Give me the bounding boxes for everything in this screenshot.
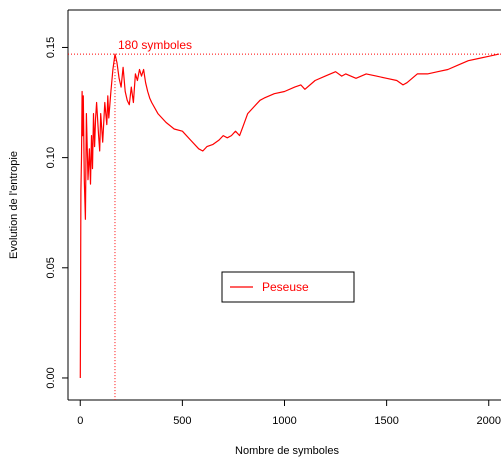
x-tick-label: 0 (77, 415, 83, 427)
x-tick-label: 2000 (477, 415, 501, 427)
y-tick-label: 0.15 (45, 37, 57, 58)
y-tick-label: 0.00 (45, 367, 57, 388)
legend-label: Peseuse (262, 280, 309, 294)
x-axis-title: Nombre de symboles (235, 445, 339, 457)
legend: Peseuse (221, 271, 355, 303)
x-tick-label: 1000 (272, 415, 296, 427)
y-tick-label: 0.10 (45, 147, 57, 168)
x-tick-label: 1500 (374, 415, 398, 427)
series-line-peseuse (79, 53, 500, 379)
y-axis: 0.00 0.05 0.10 0.15 (45, 37, 68, 389)
x-axis: 0 500 1000 1500 2000 (77, 400, 501, 427)
annotation-label: 180 symboles (118, 38, 192, 52)
x-tick-label: 500 (173, 415, 191, 427)
y-axis-title: Evolution de l'entropie (8, 151, 20, 259)
y-tick-label: 0.05 (45, 257, 57, 278)
